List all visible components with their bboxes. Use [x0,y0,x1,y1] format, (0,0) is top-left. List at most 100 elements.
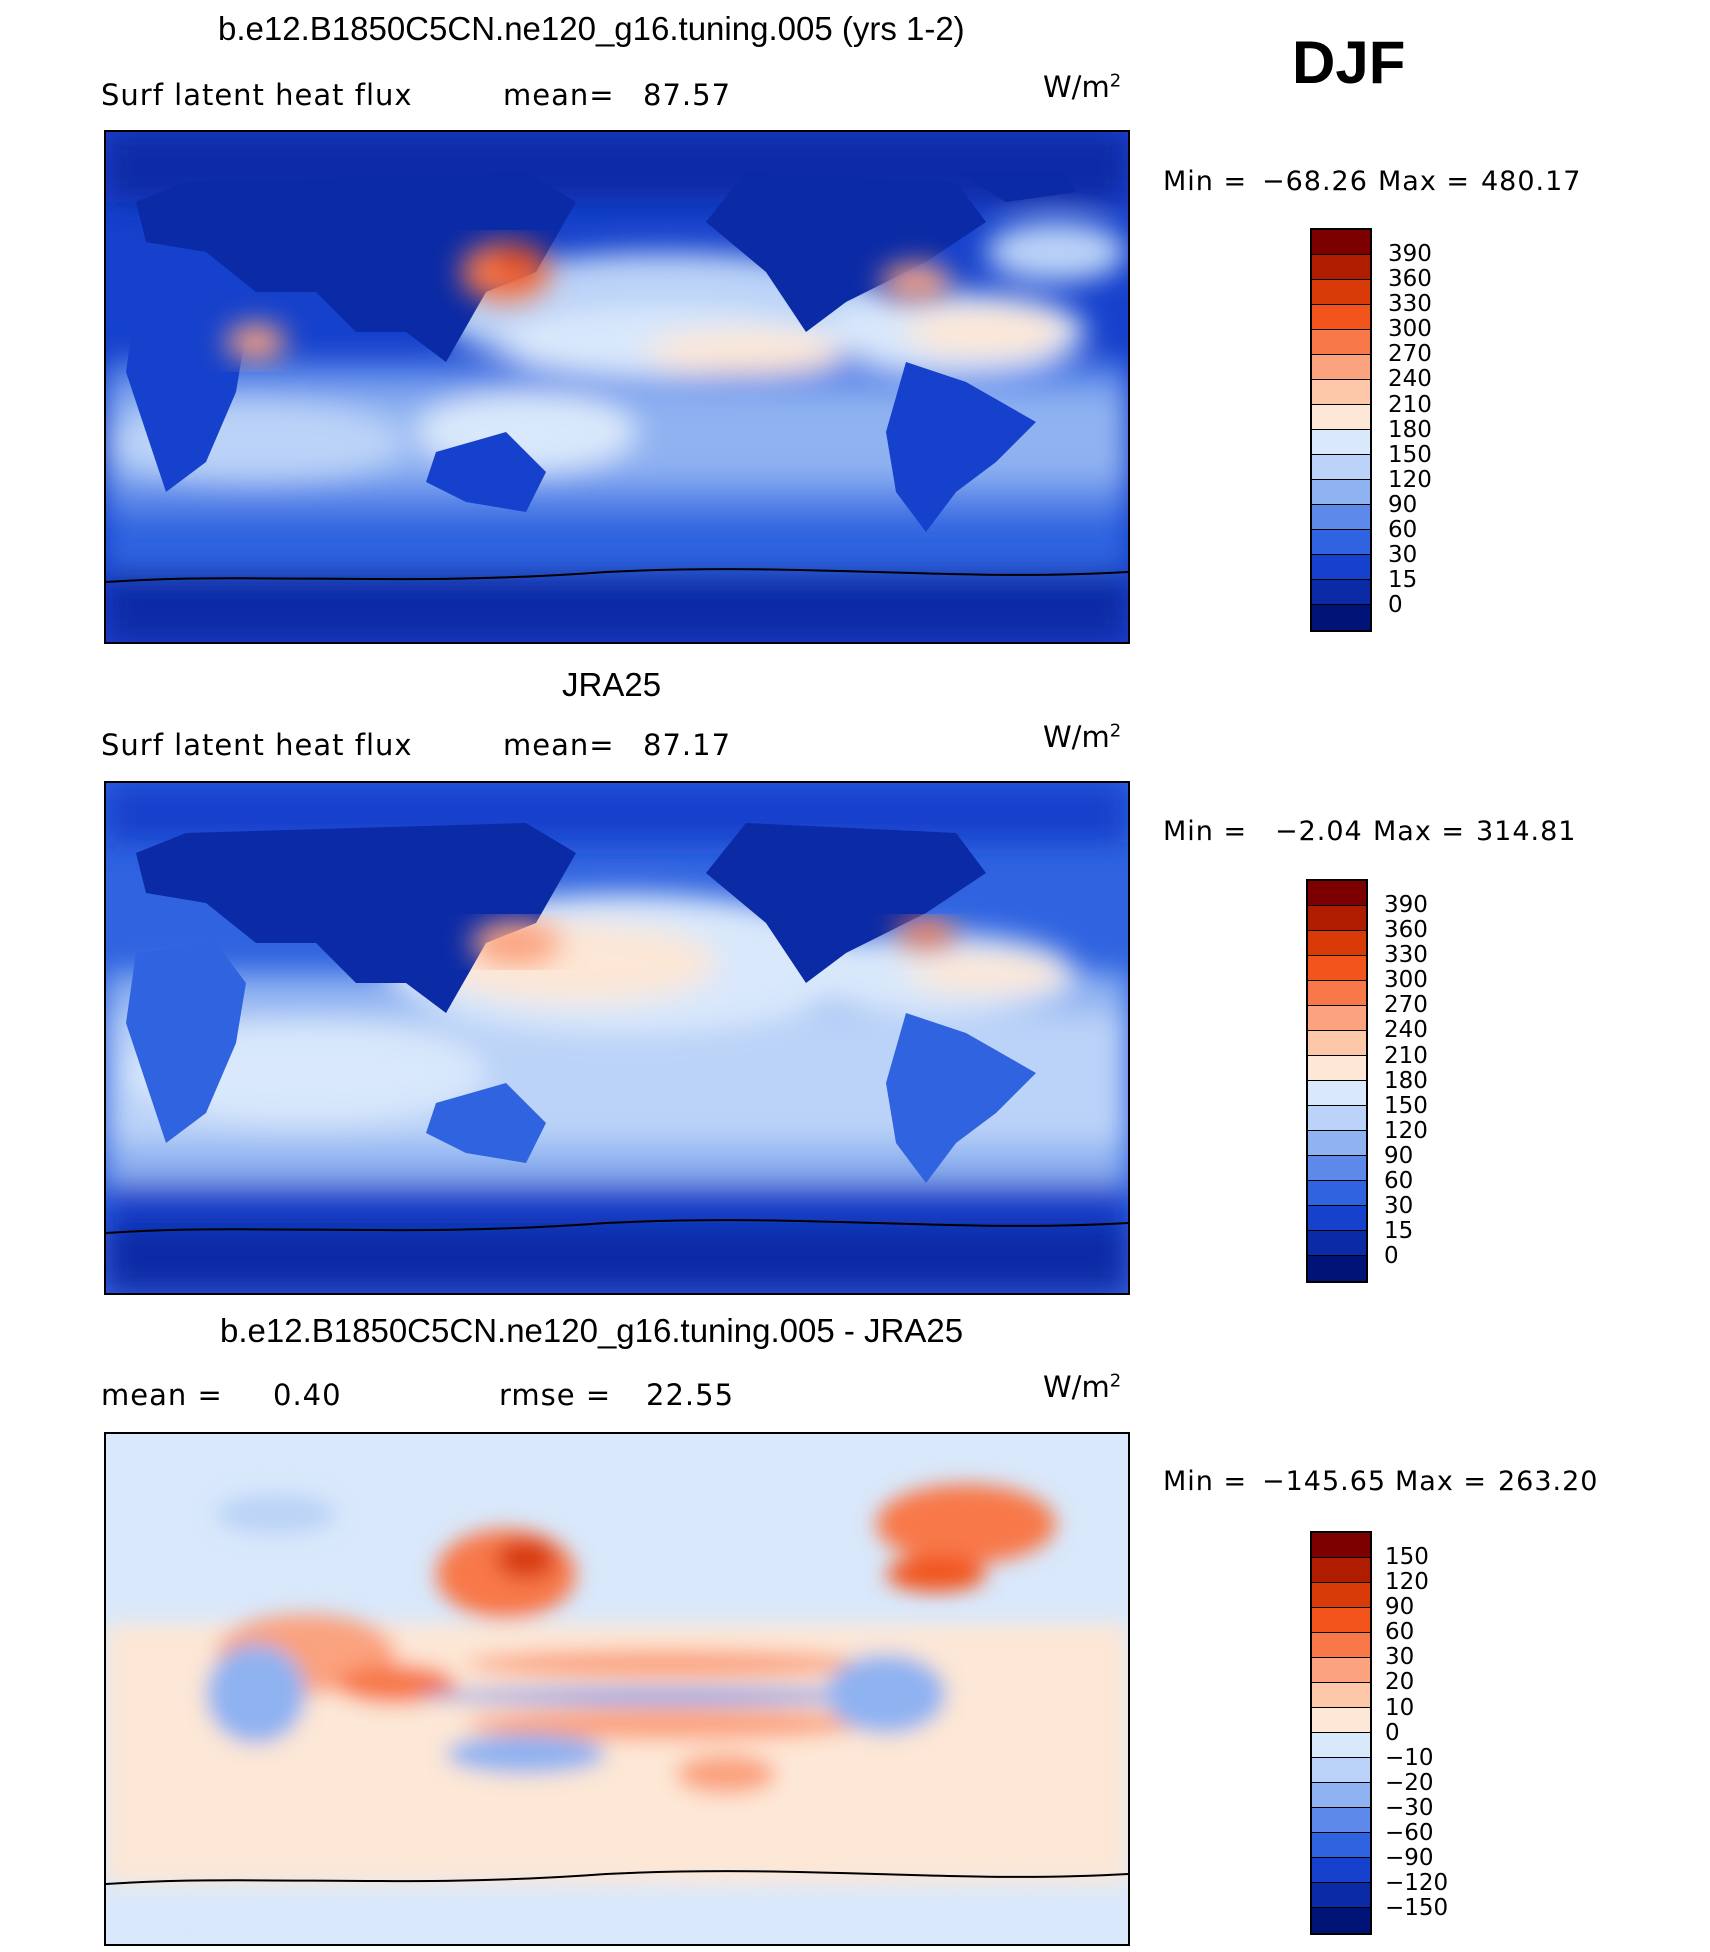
colorbar-swatch [1308,1031,1366,1056]
max-label: Max = [1373,816,1466,847]
units-label: W/m2 [1043,70,1122,104]
colorbar-tick-label: 210 [1384,1042,1428,1069]
colorbar-swatch [1312,1883,1370,1908]
min-value: −68.26 [1262,166,1368,197]
colorbar-swatch [1312,430,1370,455]
colorbar-swatch [1312,1858,1370,1883]
panel-title-diff: b.e12.B1850C5CN.ne120_g16.tuning.005 - J… [220,1312,964,1349]
colorbar-swatch [1312,1558,1370,1583]
panel-title-model: b.e12.B1850C5CN.ne120_g16.tuning.005 (yr… [218,10,965,47]
colorbar-tick-label: 60 [1384,1168,1414,1195]
colorbar-tick-label: 90 [1385,1594,1415,1621]
colorbar-tick-label: 180 [1384,1067,1428,1094]
flux-colorbar-labels: 390 360 330 300 270 240 210 180 150 120 90 60 30 15 0 [1384,892,1428,1270]
colorbar-tick-label: 0 [1385,1719,1400,1746]
colorbar-tick-label: 15 [1384,1218,1414,1245]
colorbar-tick-label: −120 [1385,1870,1449,1897]
variable-label: Surf latent heat flux [101,728,413,762]
colorbar-swatch [1308,1256,1366,1281]
model-flux-map [104,130,1130,644]
colorbar-swatch [1308,1181,1366,1206]
colorbar-tick-label: 360 [1384,917,1428,944]
panel-title-obs: JRA25 [562,666,662,703]
colorbar-swatch [1308,906,1366,931]
colorbar-tick-label: −30 [1385,1794,1434,1821]
colorbar-swatch [1312,1533,1370,1558]
colorbar-tick-label: 360 [1388,266,1432,293]
colorbar-swatch [1308,1156,1366,1181]
colorbar-swatch [1312,1658,1370,1683]
colorbar-swatch [1308,981,1366,1006]
colorbar-swatch [1312,1683,1370,1708]
mean-label: mean= [503,78,615,112]
difference-colorbar [1310,1531,1372,1935]
rmse-value: 22.55 [646,1378,735,1412]
colorbar-tick-label: −60 [1385,1820,1434,1847]
colorbar-tick-label: 240 [1388,366,1432,393]
colorbar-tick-label: 390 [1388,241,1432,267]
colorbar-swatch [1312,355,1370,380]
colorbar-swatch [1312,1633,1370,1658]
colorbar-swatch [1308,881,1366,906]
colorbar-swatch [1312,405,1370,430]
mean-value: 87.57 [643,78,732,112]
colorbar-tick-label: 150 [1384,1092,1428,1119]
colorbar-swatch [1312,480,1370,505]
colorbar-tick-label: 330 [1384,942,1428,969]
colorbar-tick-label: −90 [1385,1845,1434,1872]
colorbar-swatch [1312,455,1370,480]
mean-value: 87.17 [643,728,732,762]
colorbar-tick-label: 20 [1385,1669,1415,1696]
colorbar-tick-label: −150 [1385,1895,1449,1922]
colorbar-tick-label: 120 [1388,466,1432,493]
difference-map [104,1432,1130,1946]
min-value: −145.65 [1262,1466,1387,1497]
colorbar-swatch [1308,1006,1366,1031]
colorbar-tick-label: 300 [1388,316,1432,343]
colorbar-swatch [1312,605,1370,630]
colorbar-tick-label: 150 [1385,1544,1429,1570]
min-label: Min = [1163,1466,1248,1497]
colorbar-tick-label: 390 [1384,892,1428,918]
min-value: −2.04 [1275,816,1363,847]
colorbar-tick-label: 240 [1384,1017,1428,1044]
colorbar-swatch [1312,255,1370,280]
colorbar-tick-label: 30 [1384,1193,1414,1220]
colorbar-tick-label: 120 [1385,1569,1429,1596]
max-label: Max = [1395,1466,1488,1497]
colorbar-tick-label: 300 [1384,967,1428,994]
colorbar-swatch [1312,580,1370,605]
colorbar-swatch [1308,931,1366,956]
colorbar-tick-label: 60 [1385,1619,1415,1646]
colorbar-tick-label: 10 [1385,1694,1415,1721]
colorbar-swatch [1312,305,1370,330]
max-value: 263.20 [1498,1466,1599,1497]
colorbar-tick-label: 210 [1388,391,1432,418]
colorbar-tick-label: 180 [1388,416,1432,443]
colorbar-tick-label: 330 [1388,291,1432,318]
colorbar-tick-label: 30 [1385,1644,1415,1671]
colorbar-tick-label: −10 [1385,1744,1434,1771]
colorbar-tick-label: 0 [1384,1243,1399,1270]
rmse-label: rmse = [499,1378,612,1412]
colorbar-swatch [1312,1733,1370,1758]
flux-colorbar [1310,228,1372,632]
colorbar-tick-label: 150 [1388,441,1432,468]
colorbar-swatch [1312,1608,1370,1633]
colorbar-swatch [1312,1808,1370,1833]
colorbar-swatch [1312,1583,1370,1608]
colorbar-tick-label: 30 [1388,542,1418,569]
colorbar-swatch [1308,1056,1366,1081]
min-label: Min = [1163,166,1248,197]
colorbar-swatch [1312,555,1370,580]
colorbar-tick-label: 15 [1388,567,1418,594]
colorbar-swatch [1312,330,1370,355]
colorbar-swatch [1308,1081,1366,1106]
colorbar-tick-label: 90 [1388,491,1418,518]
mean-label: mean = [101,1378,223,1412]
colorbar-swatch [1312,280,1370,305]
colorbar-swatch [1308,1206,1366,1231]
max-label: Max = [1378,166,1471,197]
colorbar-tick-label: 90 [1384,1142,1414,1169]
max-value: 314.81 [1476,816,1577,847]
